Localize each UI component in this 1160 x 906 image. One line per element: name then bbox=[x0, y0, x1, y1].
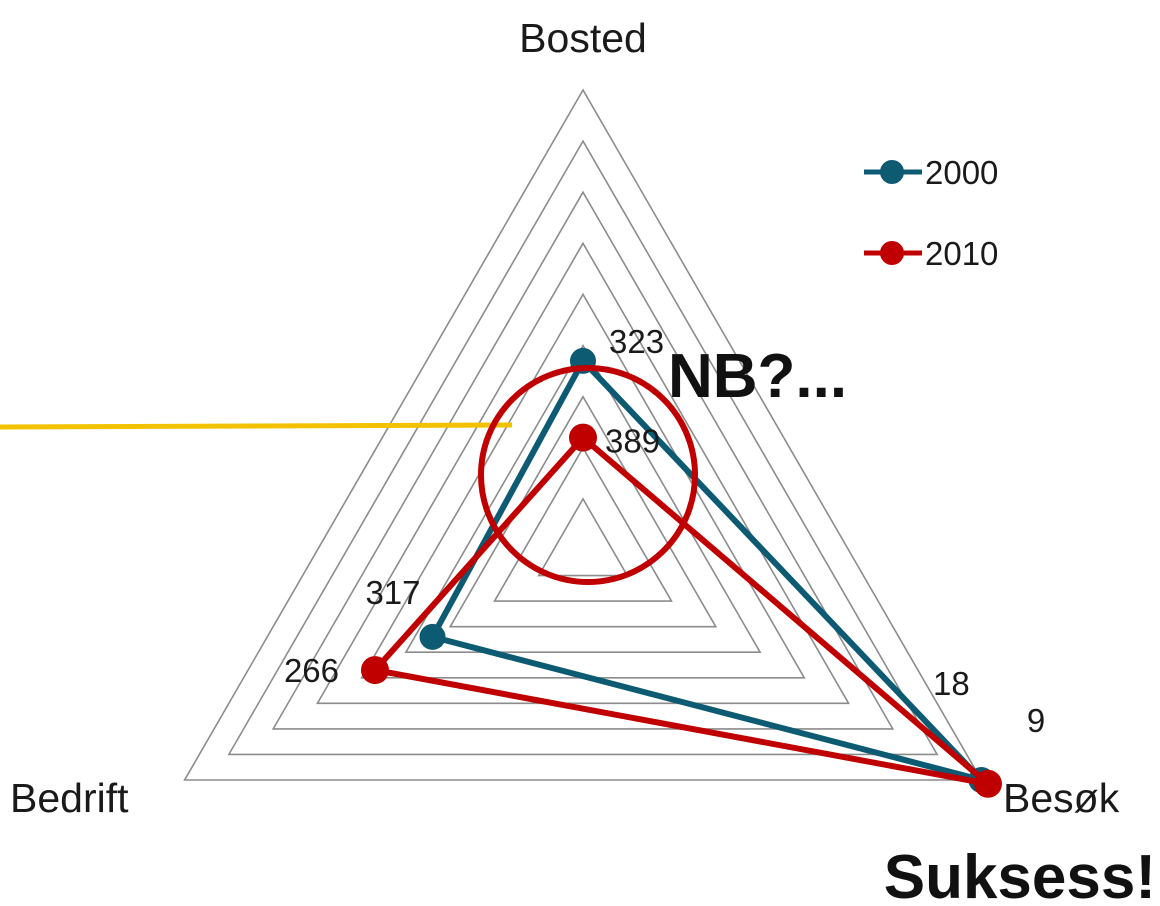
data-point-2000-bedrift bbox=[419, 623, 446, 650]
axis-label-bedrift: Bedrift bbox=[10, 775, 129, 821]
legend-item-2010: 2010 bbox=[864, 235, 998, 272]
grid-level-7 bbox=[271, 190, 895, 730]
axis-label-bosted: Bosted bbox=[519, 15, 647, 61]
highlight-line bbox=[0, 422, 513, 430]
data-point-2010-bosted bbox=[569, 423, 597, 452]
data-point-2010-bedrift bbox=[361, 656, 389, 685]
grid-level-4 bbox=[404, 344, 762, 654]
data-point-2010-besøk bbox=[974, 769, 1002, 798]
data-label-2000-besøk: 18 bbox=[933, 665, 970, 702]
question-annotation: NB?... bbox=[668, 342, 847, 411]
data-label-2010-besøk: 9 bbox=[1027, 702, 1045, 739]
grid-level-9 bbox=[183, 88, 983, 781]
grid-level-2 bbox=[493, 446, 673, 602]
success-annotation: Suksess! bbox=[884, 843, 1156, 906]
data-label-2000-bedrift: 317 bbox=[365, 574, 420, 611]
legend-item-2000: 2000 bbox=[864, 154, 998, 191]
axis-label-besok: Besøk bbox=[1003, 775, 1120, 821]
legend-label-2000: 2000 bbox=[925, 154, 998, 191]
series-line-2010 bbox=[372, 434, 991, 787]
grid-level-1 bbox=[537, 497, 629, 577]
legend-label-2010: 2010 bbox=[925, 235, 998, 272]
highlight-circle bbox=[478, 365, 698, 585]
data-labels: 323 317 18 389 266 9 bbox=[284, 323, 1045, 739]
grid-level-8 bbox=[227, 139, 939, 756]
grid-level-6 bbox=[316, 241, 850, 705]
data-label-2010-bosted: 389 bbox=[605, 423, 660, 460]
data-label-2010-bedrift: 266 bbox=[284, 652, 339, 689]
data-label-2000-bosted: 323 bbox=[609, 323, 664, 360]
legend: 2000 2010 bbox=[864, 154, 998, 272]
series-line-2000 bbox=[429, 357, 985, 783]
